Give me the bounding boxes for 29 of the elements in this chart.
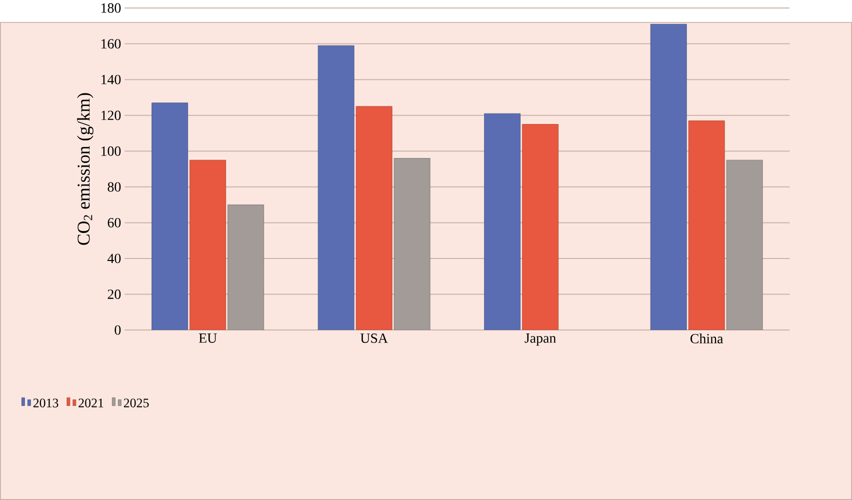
y-tick-label: 80	[108, 182, 121, 192]
bar	[688, 120, 725, 330]
bar	[650, 24, 687, 330]
y-tick-label: 180	[101, 3, 121, 13]
bar	[228, 204, 264, 330]
y-tick-label: 60	[108, 218, 121, 228]
bar	[522, 124, 559, 330]
legend-label: 2025	[124, 398, 149, 408]
y-tick-label: 160	[101, 39, 121, 49]
bar	[356, 106, 392, 330]
y-tick-label: 0	[114, 325, 121, 335]
legend-label: 2021	[78, 398, 104, 408]
legend-label: 2013	[33, 398, 58, 408]
y-tick-label: 100	[101, 146, 121, 156]
x-tick-label: Japan	[524, 334, 556, 346]
bar	[152, 102, 188, 330]
bar	[726, 160, 763, 330]
y-tick-label: 40	[107, 254, 121, 264]
x-tick-label: China	[690, 334, 724, 344]
y-tick-label: 140	[101, 74, 121, 84]
x-tick-label: EU	[198, 334, 217, 343]
x-tick-label: USA	[360, 334, 388, 343]
y-tick-label: 20	[108, 290, 121, 299]
bar	[484, 113, 521, 330]
bar	[394, 158, 430, 330]
bar	[318, 45, 354, 330]
y-axis-title: CO$_{2}$ emission (g/km)	[77, 93, 94, 245]
y-tick-label: 120	[101, 110, 121, 120]
bar	[190, 160, 226, 330]
